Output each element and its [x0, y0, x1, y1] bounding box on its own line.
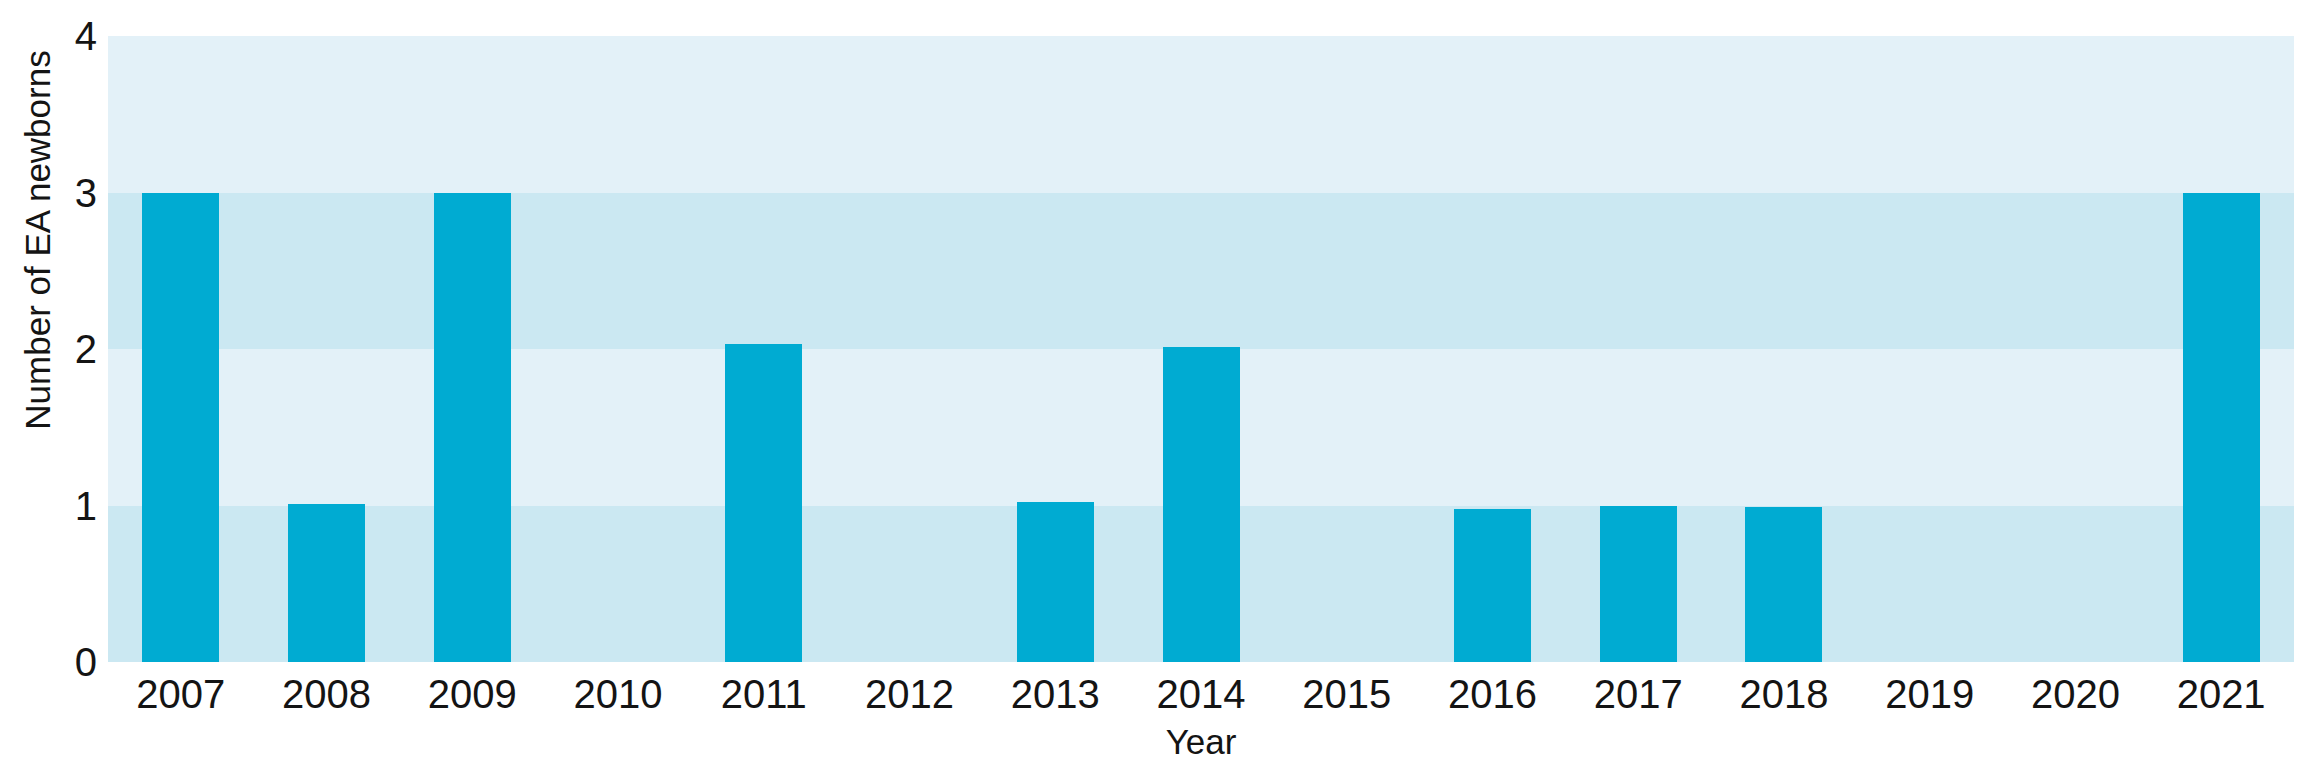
- x-tick-2009: 2009: [428, 674, 517, 714]
- bar-chart-figure: Number of EA newborns 01234 200720082009…: [0, 0, 2303, 771]
- x-tick-2014: 2014: [1157, 674, 1246, 714]
- x-tick-2008: 2008: [282, 674, 371, 714]
- x-tick-2017: 2017: [1594, 674, 1683, 714]
- x-tick-2015: 2015: [1302, 674, 1391, 714]
- x-tick-labels: 2007 2008 2009 2010 2011 2012 2013 2014 2015 2016…: [0, 0, 2303, 771]
- x-tick-2016: 2016: [1448, 674, 1537, 714]
- x-tick-2020: 2020: [2031, 674, 2120, 714]
- x-tick-2021: 2021: [2177, 674, 2266, 714]
- x-tick-2012: 2012: [865, 674, 954, 714]
- x-tick-2018: 2018: [1739, 674, 1828, 714]
- x-tick-2007: 2007: [136, 674, 225, 714]
- x-axis-title: Year: [1166, 724, 1237, 759]
- x-tick-2011: 2011: [721, 674, 807, 714]
- x-tick-2010: 2010: [574, 674, 663, 714]
- x-tick-2013: 2013: [1011, 674, 1100, 714]
- x-tick-2019: 2019: [1885, 674, 1974, 714]
